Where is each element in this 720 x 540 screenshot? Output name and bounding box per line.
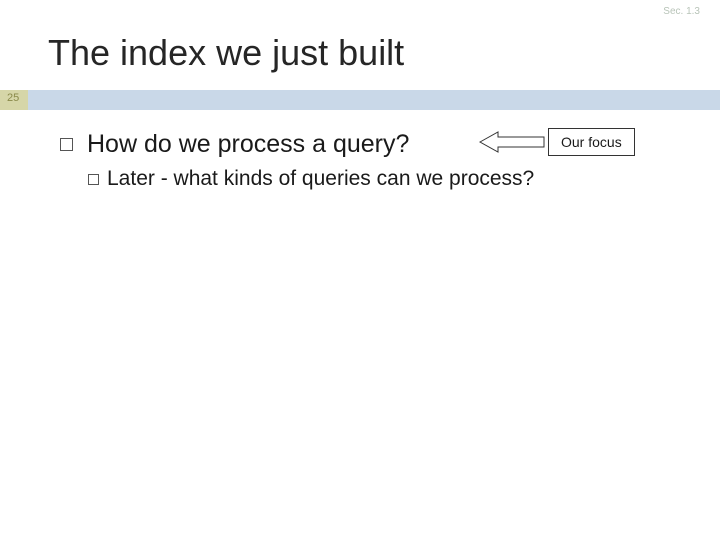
divider-right (28, 90, 720, 110)
bullet-row-1: How do we process a query? Our focus (60, 130, 680, 159)
sub-bullet-rest: - what kinds of queries can we process? (155, 167, 534, 190)
arrow-shape (480, 132, 544, 152)
divider-bar (0, 90, 720, 110)
callout-group: Our focus (478, 128, 635, 156)
arrow-left-icon (478, 130, 546, 154)
sub-bullet-row: Later - what kinds of queries can we pro… (88, 167, 680, 191)
bullet-marker-icon (60, 138, 73, 151)
page-title: The index we just built (48, 32, 404, 74)
content-area: How do we process a query? Our focus Lat… (60, 130, 680, 191)
sub-bullet-prefix: Later (107, 167, 155, 190)
sub-bullet-marker-icon (88, 174, 99, 185)
section-label: Sec. 1.3 (663, 6, 700, 17)
sub-bullet-text: Later - what kinds of queries can we pro… (107, 167, 534, 191)
bullet-text: How do we process a query? (87, 130, 409, 159)
slide-number: 25 (7, 92, 19, 104)
callout-box: Our focus (548, 128, 635, 156)
